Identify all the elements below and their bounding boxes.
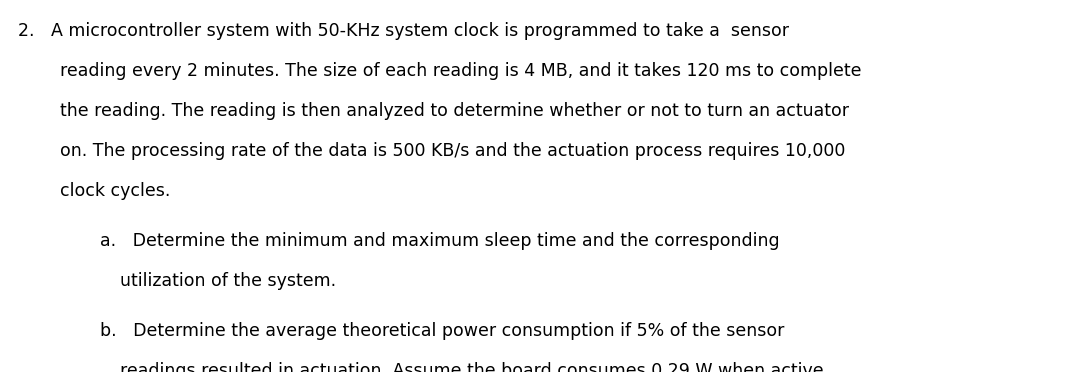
Text: b.   Determine the average theoretical power consumption if 5% of the sensor: b. Determine the average theoretical pow… [100,322,784,340]
Text: clock cycles.: clock cycles. [60,182,171,200]
Text: the reading. The reading is then analyzed to determine whether or not to turn an: the reading. The reading is then analyze… [60,102,849,120]
Text: reading every 2 minutes. The size of each reading is 4 MB, and it takes 120 ms t: reading every 2 minutes. The size of eac… [60,62,862,80]
Text: readings resulted in actuation. Assume the board consumes 0.29 W when active: readings resulted in actuation. Assume t… [120,362,824,372]
Text: on. The processing rate of the data is 500 KB/s and the actuation process requir: on. The processing rate of the data is 5… [60,142,846,160]
Text: utilization of the system.: utilization of the system. [120,272,336,290]
Text: 2.   A microcontroller system with 50-KHz system clock is programmed to take a  : 2. A microcontroller system with 50-KHz … [18,22,789,40]
Text: a.   Determine the minimum and maximum sleep time and the corresponding: a. Determine the minimum and maximum sle… [100,232,780,250]
